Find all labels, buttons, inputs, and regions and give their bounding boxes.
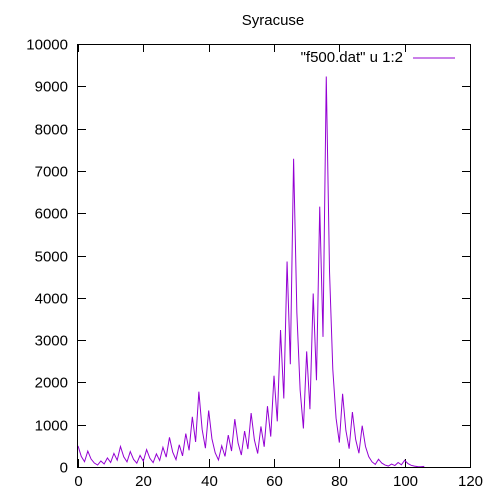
y-tick-label: 5000: [35, 249, 68, 266]
y-tick-label: 3000: [35, 333, 68, 350]
x-tick-label: 0: [74, 473, 82, 490]
axis-ticks: 0100020003000400050006000700080009000100…: [26, 37, 483, 491]
series-line: [77, 76, 425, 468]
legend: "f500.dat" u 1:2: [301, 49, 455, 66]
chart-title: Syracuse: [242, 12, 305, 29]
y-tick-label: 6000: [35, 206, 68, 223]
y-tick-label: 9000: [35, 79, 68, 96]
y-tick-label: 1000: [35, 418, 68, 435]
legend-label: "f500.dat" u 1:2: [301, 49, 403, 66]
y-tick-label: 8000: [35, 122, 68, 139]
y-tick-label: 2000: [35, 375, 68, 392]
y-tick-label: 0: [60, 460, 68, 477]
plot-frame: [77, 44, 471, 468]
x-tick-label: 40: [201, 473, 218, 490]
y-tick-label: 7000: [35, 164, 68, 181]
y-tick-label: 10000: [26, 37, 68, 54]
x-tick-label: 80: [331, 473, 348, 490]
series-group: [77, 76, 425, 468]
y-tick-label: 4000: [35, 291, 68, 308]
x-tick-label: 120: [458, 473, 483, 490]
x-tick-label: 60: [266, 473, 283, 490]
x-tick-label: 20: [135, 473, 152, 490]
x-tick-label: 100: [393, 473, 418, 490]
